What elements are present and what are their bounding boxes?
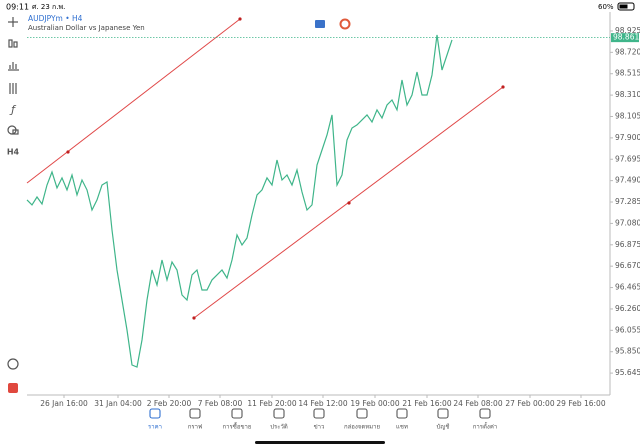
settings-tool[interactable] bbox=[9, 83, 17, 94]
y-tick-label: 98.515 bbox=[615, 69, 640, 78]
x-tick-label: 2 Feb 20:00 bbox=[147, 399, 192, 408]
tab-label: กล่องจดหมาย bbox=[344, 424, 380, 431]
tab-icon bbox=[437, 408, 449, 419]
tab-label: บัญชี bbox=[437, 423, 450, 431]
battery-icon bbox=[617, 2, 635, 11]
tab-icon bbox=[231, 408, 243, 419]
y-tick-label: 97.900 bbox=[615, 133, 640, 142]
tab[interactable]: การตั้งค่า bbox=[473, 408, 497, 431]
x-tick-label: 26 Jan 16:00 bbox=[40, 399, 88, 408]
trend-lines bbox=[26, 17, 505, 320]
shape-tool[interactable] bbox=[7, 125, 19, 135]
x-tick-label: 27 Feb 00:00 bbox=[505, 399, 554, 408]
tab[interactable]: กล่องจดหมาย bbox=[344, 408, 380, 431]
tab[interactable]: บัญชี bbox=[437, 408, 450, 431]
y-tick-label: 96.875 bbox=[615, 240, 640, 249]
status-time: 09:11 bbox=[6, 3, 29, 12]
y-tick-label: 98.925 bbox=[615, 26, 640, 35]
trend-point bbox=[238, 17, 242, 21]
y-tick-label: 98.105 bbox=[615, 111, 640, 120]
y-tick-label: 95.645 bbox=[615, 368, 640, 377]
y-tick-label: 98.310 bbox=[615, 90, 640, 99]
y-tick-label: 98.720 bbox=[615, 47, 640, 56]
y-tick-label: 96.055 bbox=[615, 325, 640, 334]
indicator-tool[interactable] bbox=[8, 62, 19, 71]
quick-button[interactable] bbox=[339, 18, 351, 30]
y-tick-label: 97.490 bbox=[615, 176, 640, 185]
tab-label: การตั้งค่า bbox=[473, 421, 497, 431]
tab[interactable]: กราฟ bbox=[188, 408, 202, 431]
y-tick-label: 96.260 bbox=[615, 304, 640, 313]
y-tick-label: 97.080 bbox=[615, 218, 640, 227]
tab-label: การซื้อขาย bbox=[223, 421, 252, 431]
chart-subtitle: Australian Dollar vs Japanese Yen bbox=[28, 24, 145, 32]
y-tick-label: 96.670 bbox=[615, 261, 640, 270]
tab-icon bbox=[273, 408, 285, 419]
left-toolbar: ƒ H4 bbox=[7, 17, 20, 393]
x-tick-label: 11 Feb 20:00 bbox=[247, 399, 296, 408]
tab-icon bbox=[313, 408, 325, 419]
tab-icon bbox=[479, 408, 491, 419]
trend-point bbox=[347, 201, 351, 205]
x-tick-label: 29 Feb 16:00 bbox=[556, 399, 605, 408]
x-tick-label: 24 Feb 08:00 bbox=[453, 399, 502, 408]
tab-icon bbox=[149, 408, 161, 419]
x-tick-label: 14 Feb 12:00 bbox=[298, 399, 347, 408]
trade-button[interactable] bbox=[315, 20, 325, 28]
x-tick-label: 7 Feb 08:00 bbox=[198, 399, 243, 408]
current-price-label: 98.861 bbox=[613, 33, 639, 42]
trend-line[interactable] bbox=[26, 18, 241, 184]
status-date: ศ. 23 ก.พ. bbox=[32, 3, 65, 11]
trend-point bbox=[501, 85, 505, 89]
y-tick-label: 97.695 bbox=[615, 154, 640, 163]
tab-icon bbox=[396, 408, 408, 419]
chart-title: AUDJPYm • H4 bbox=[28, 14, 83, 23]
y-tick-label: 96.465 bbox=[615, 283, 640, 292]
tab-label: ประวัติ bbox=[270, 424, 288, 431]
battery-level bbox=[619, 4, 628, 9]
y-tick-label: 97.285 bbox=[615, 197, 640, 206]
tab-label: แชท bbox=[396, 424, 408, 431]
y-tick-label: 95.850 bbox=[615, 347, 640, 356]
x-tick-label: 19 Feb 00:00 bbox=[350, 399, 399, 408]
candle-tool[interactable] bbox=[8, 39, 18, 48]
tab-label: กราฟ bbox=[188, 424, 202, 431]
tab-icon bbox=[189, 408, 201, 419]
tab-label: ราคา bbox=[148, 424, 162, 431]
trend-point bbox=[66, 150, 70, 154]
home-indicator bbox=[255, 441, 385, 444]
tab-label: ข่าว bbox=[314, 424, 325, 431]
timeframe-button[interactable]: H4 bbox=[7, 148, 20, 157]
current-price-tag bbox=[611, 33, 639, 43]
tab[interactable]: ราคา bbox=[148, 408, 162, 431]
tab-icon bbox=[356, 408, 368, 419]
function-tool[interactable]: ƒ bbox=[9, 103, 17, 116]
x-tick-label: 21 Feb 16:00 bbox=[402, 399, 451, 408]
trend-point bbox=[192, 316, 196, 320]
search-tool[interactable] bbox=[7, 358, 19, 370]
crosshair-tool[interactable] bbox=[8, 17, 18, 27]
tab[interactable]: ประวัติ bbox=[270, 408, 288, 431]
tab[interactable]: ข่าว bbox=[313, 408, 325, 431]
status-battery: 60% bbox=[598, 3, 614, 11]
x-tick-label: 31 Jan 04:00 bbox=[94, 399, 142, 408]
tab[interactable]: การซื้อขาย bbox=[223, 408, 252, 431]
price-line bbox=[26, 34, 453, 368]
app-icon[interactable] bbox=[8, 383, 18, 393]
tab[interactable]: แชท bbox=[396, 408, 408, 431]
